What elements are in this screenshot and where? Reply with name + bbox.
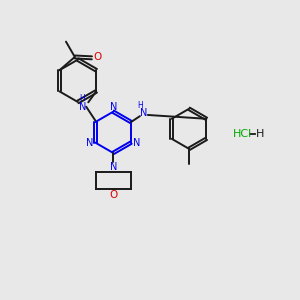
- Text: H: H: [80, 94, 85, 103]
- Text: H: H: [256, 129, 265, 139]
- Text: H: H: [137, 101, 143, 110]
- Text: O: O: [94, 52, 102, 62]
- Text: N: N: [110, 162, 117, 172]
- Text: N: N: [133, 138, 141, 148]
- Text: N: N: [79, 102, 86, 112]
- Text: HCl: HCl: [232, 129, 252, 139]
- Text: N: N: [86, 138, 93, 148]
- Text: O: O: [109, 190, 117, 200]
- Text: N: N: [110, 102, 117, 112]
- Text: N: N: [140, 108, 147, 118]
